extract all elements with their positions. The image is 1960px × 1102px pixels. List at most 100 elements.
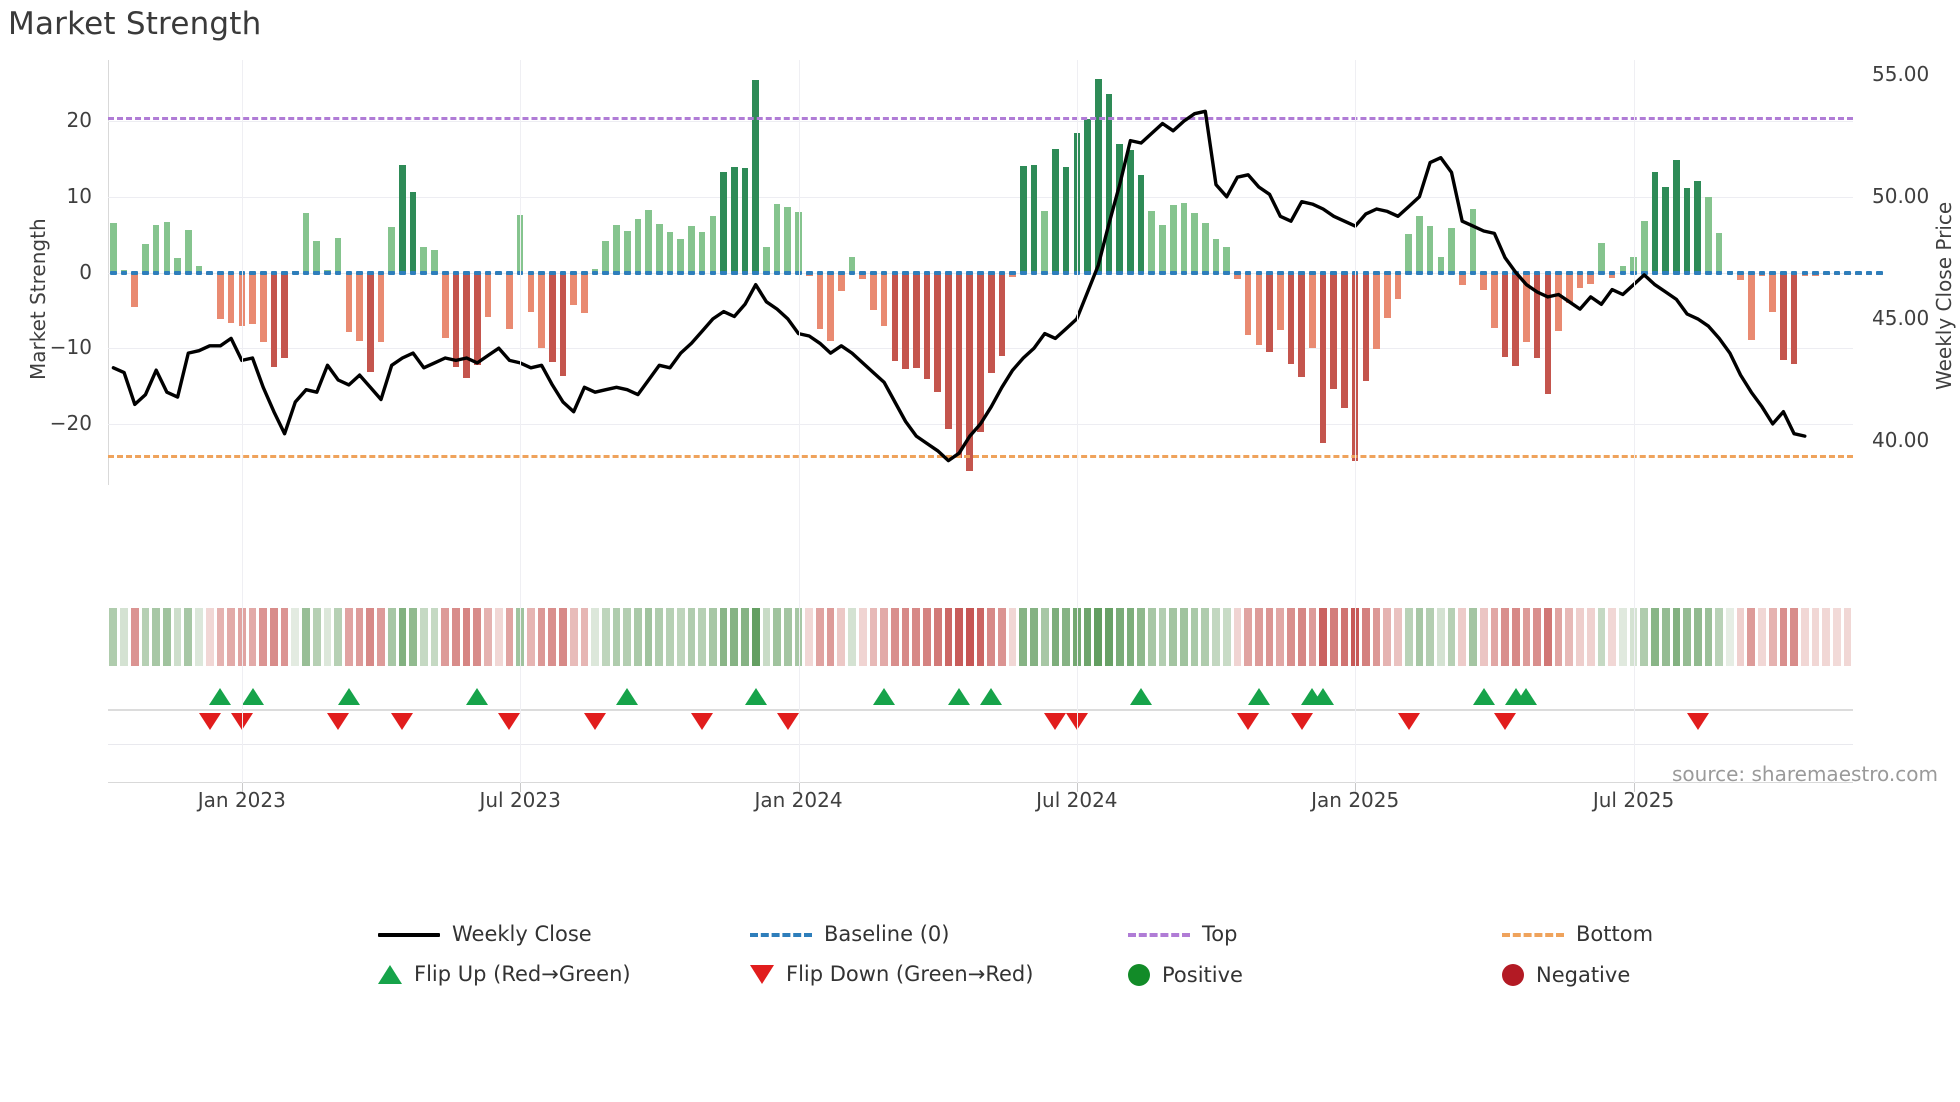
strength-bar [1640, 220, 1648, 273]
strength-bar [656, 223, 663, 273]
strength-bar [1405, 233, 1413, 273]
heatmap-cell [794, 608, 803, 666]
heatmap-cell [1019, 608, 1028, 666]
heatmap-cell [1254, 608, 1263, 666]
baseline-segment [1137, 270, 1145, 275]
strength-bar [1598, 242, 1605, 273]
x-axis-line [108, 782, 1853, 783]
heatmap-cell [1544, 608, 1552, 666]
heatmap-cell [1094, 608, 1103, 666]
legend-item-bottom[interactable]: Bottom [1502, 924, 1653, 945]
legend-item-negative[interactable]: Negative [1502, 964, 1630, 986]
strength-bar [1383, 272, 1391, 319]
legend-item-weekly-close[interactable]: Weekly Close [378, 924, 592, 945]
strength-bar [1041, 211, 1049, 273]
flip-up-marker-icon [744, 688, 767, 705]
baseline-segment [1009, 270, 1016, 275]
baseline-segment [184, 270, 192, 275]
heatmap-cell [623, 608, 632, 666]
baseline-segment [784, 270, 792, 275]
strength-bar [859, 272, 867, 280]
baseline-segment [741, 270, 749, 275]
strength-bar [1052, 148, 1059, 273]
flip-down-marker-icon [1044, 713, 1067, 730]
baseline-segment [1491, 270, 1498, 275]
baseline-segment [110, 270, 117, 275]
baseline-segment [420, 270, 428, 275]
baseline-segment [1405, 270, 1413, 275]
baseline-segment [656, 270, 663, 275]
strength-bar [1276, 272, 1284, 331]
heatmap-cell [1362, 608, 1370, 666]
strength-bar [1309, 272, 1316, 349]
baseline-segment [955, 270, 963, 275]
heatmap-cell [762, 608, 771, 666]
flip-down-marker-icon [1686, 713, 1709, 730]
strength-bar [763, 247, 770, 273]
legend-item-flip-down[interactable]: Flip Down (Green→Red) [750, 964, 1033, 985]
heatmap-cell [709, 608, 717, 666]
flip-down-marker-icon [327, 713, 350, 730]
baseline-segment [1309, 270, 1316, 275]
baseline-segment [120, 270, 128, 275]
legend-item-flip-up[interactable]: Flip Up (Red→Green) [378, 964, 631, 985]
page-title: Market Strength [8, 6, 262, 42]
heatmap-cell [955, 608, 963, 666]
strength-bar [1180, 202, 1188, 273]
strength-bar [1576, 272, 1584, 288]
baseline-segment [409, 270, 417, 275]
baseline-segment [1683, 270, 1691, 275]
left-tick-label: 10 [66, 183, 92, 208]
heatmap-cell [398, 608, 407, 666]
flip-up-marker-icon [1247, 688, 1270, 705]
strength-bar [142, 243, 149, 273]
strength-bar [848, 257, 856, 273]
baseline-segment [1212, 270, 1220, 275]
x-gridline [1076, 60, 1078, 783]
strength-bar [923, 272, 931, 379]
gridline-10 [108, 196, 1853, 198]
heatmap-cell [891, 608, 899, 666]
heatmap-cell [1008, 608, 1017, 666]
heatmap-cell [1458, 608, 1467, 666]
baseline-segment [891, 270, 899, 275]
baseline-segment [1598, 270, 1605, 275]
heatmap-cell [1586, 608, 1595, 666]
heatmap-cell [1469, 608, 1477, 666]
heatmap-cell [1672, 608, 1681, 666]
heatmap-cell [484, 608, 492, 666]
baseline-segment [206, 270, 213, 275]
baseline-segment [1105, 270, 1113, 275]
heatmap-cell [1758, 608, 1766, 666]
baseline-segment [345, 270, 353, 275]
baseline-segment [570, 270, 577, 275]
baseline-segment [677, 270, 685, 275]
flip-down-marker-icon [391, 713, 414, 730]
heatmap-cell [773, 608, 781, 666]
strength-bar [934, 272, 941, 393]
baseline-segment [1458, 270, 1466, 275]
baseline-segment [399, 270, 406, 275]
strength-bar [431, 249, 438, 273]
heatmap-cell [1554, 608, 1563, 666]
strength-bar [366, 272, 374, 372]
legend-item-positive[interactable]: Positive [1128, 964, 1243, 986]
flip-axis-line [108, 709, 1853, 711]
strength-bar [548, 272, 556, 363]
baseline-segment [752, 270, 759, 275]
heatmap-cell [1629, 608, 1638, 666]
heatmap-cell [1533, 608, 1542, 666]
heatmap-cell [355, 608, 364, 666]
legend-item-top[interactable]: Top [1128, 924, 1237, 945]
legend-item-baseline[interactable]: Baseline (0) [750, 924, 949, 945]
heatmap-cell [601, 608, 610, 666]
heatmap-cell [1244, 608, 1252, 666]
heatmap-cell [387, 608, 396, 666]
baseline-segment [1822, 270, 1830, 275]
strength-bar [195, 265, 203, 273]
baseline-segment [1426, 270, 1434, 275]
baseline-segment [1373, 270, 1380, 275]
baseline-segment [1437, 270, 1445, 275]
heatmap-cell [1329, 608, 1338, 666]
